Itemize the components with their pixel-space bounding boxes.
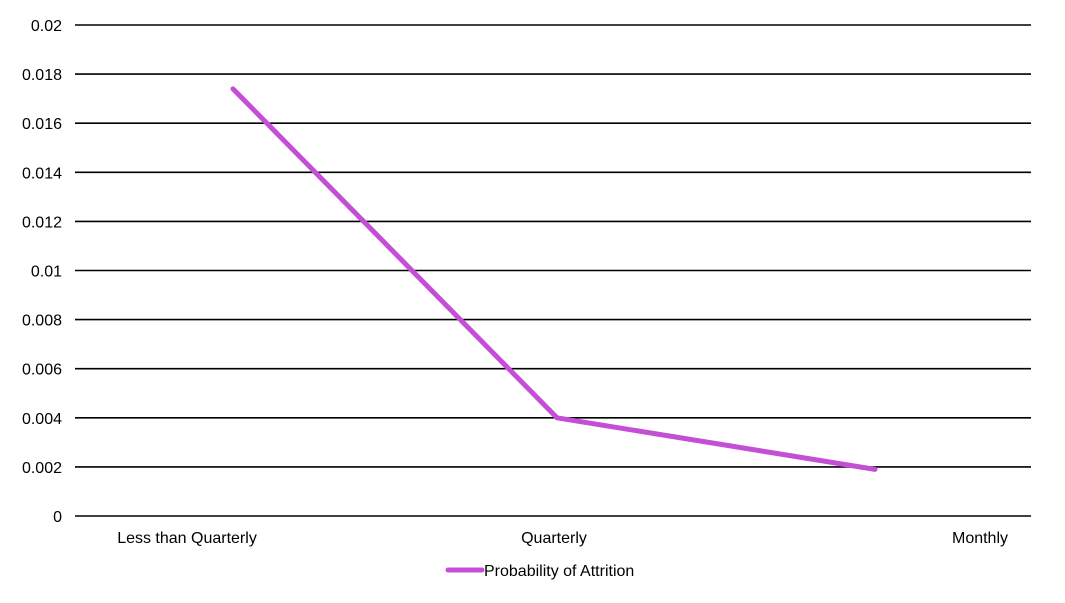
y-tick-label: 0.002 (22, 460, 62, 477)
y-axis-ticks: 0 0.002 0.004 0.006 0.008 0.01 0.012 0.014 0.016… (22, 18, 62, 526)
y-tick-label: 0.02 (31, 18, 62, 35)
y-tick-label: 0.006 (22, 362, 62, 379)
x-tick-label: Less than Quarterly (117, 530, 257, 547)
legend-label-probability-of-attrition: Probability of Attrition (484, 563, 634, 580)
x-tick-label: Quarterly (521, 530, 587, 547)
y-tick-label: 0.004 (22, 411, 62, 428)
x-axis-ticks: Less than Quarterly Quarterly Monthly (117, 530, 1008, 547)
series-line-probability-of-attrition (233, 89, 875, 470)
y-tick-label: 0.016 (22, 116, 62, 133)
y-tick-label: 0.012 (22, 214, 62, 231)
y-tick-label: 0.008 (22, 313, 62, 330)
y-tick-label: 0.01 (31, 264, 62, 281)
y-tick-label: 0 (53, 509, 62, 526)
series (233, 89, 875, 470)
x-tick-label: Monthly (952, 530, 1008, 547)
y-tick-label: 0.014 (22, 165, 62, 182)
gridlines (75, 25, 1031, 516)
legend: Probability of Attrition (448, 563, 634, 580)
y-tick-label: 0.018 (22, 67, 62, 84)
